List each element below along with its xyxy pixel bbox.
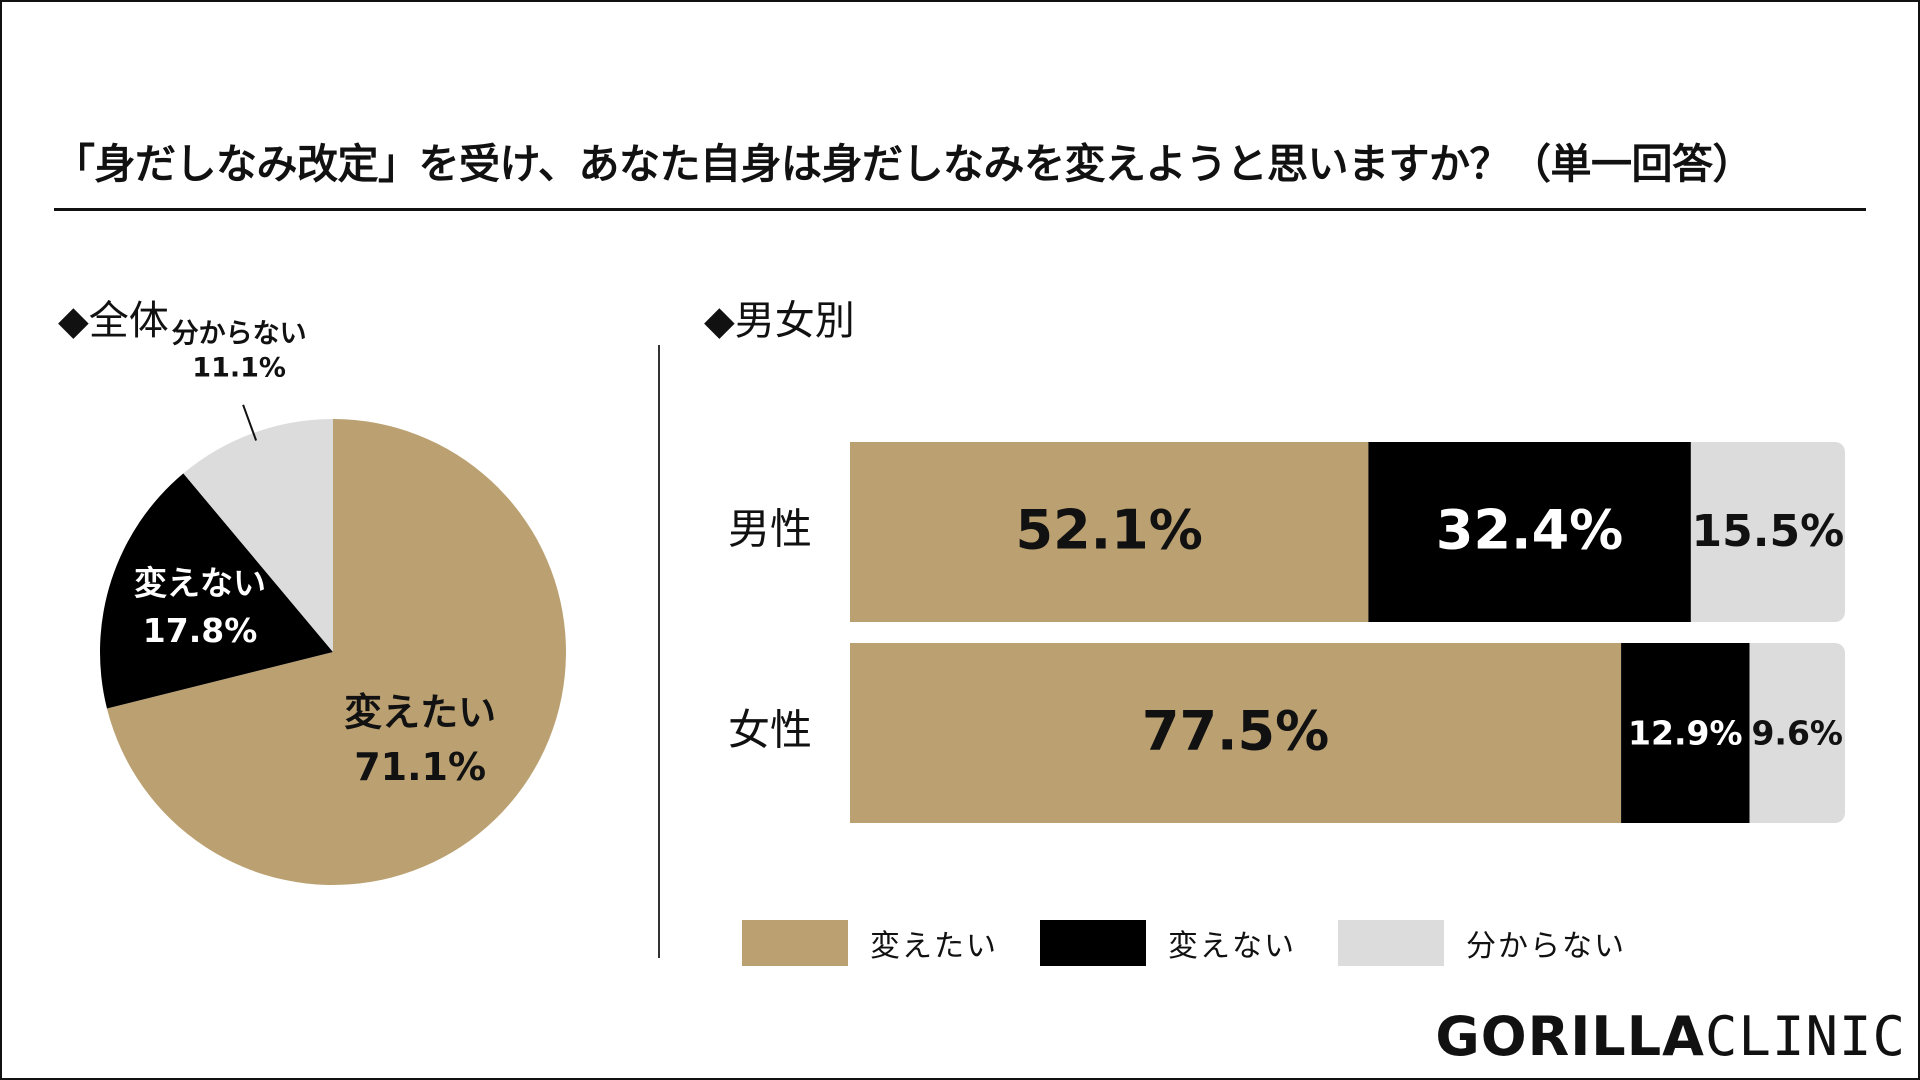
bar-value-label-1-2: 9.6%: [1751, 714, 1843, 753]
pie-slice-0: [106, 419, 566, 885]
section-heading-by-gender: ◆男女別: [704, 298, 855, 344]
legend-label-no-change: 変えない: [1168, 929, 1296, 964]
logo-text-clinic: CLINIC: [1704, 1005, 1906, 1068]
bar-value-label-0-1: 32.4%: [1436, 499, 1623, 562]
chart-title: 「身だしなみ改定」を受け、あなた自身は身だしなみを変えようと思いますか？（単一回…: [54, 140, 1753, 188]
bar-legend: 変えたい 変えない 分からない: [742, 920, 1668, 966]
section-heading-overall: ◆全体: [58, 298, 169, 344]
legend-swatch-want-change: [742, 920, 848, 966]
pie-label-2-value: 11.1%: [192, 352, 286, 383]
pie-leader-line: [242, 404, 258, 441]
bar-value-label-0-0: 52.1%: [1016, 499, 1203, 562]
title-rule: [54, 208, 1866, 211]
section-divider: [658, 345, 660, 958]
bar-category-label-0: 男性: [728, 505, 812, 554]
pie-label-1-value: 17.8%: [143, 611, 258, 650]
bar-value-label-0-2: 15.5%: [1692, 506, 1845, 557]
legend-swatch-unknown: [1338, 920, 1444, 966]
pie-label-1-name: 変えない: [134, 564, 266, 603]
pie-label-0-name: 変えたい: [344, 690, 496, 734]
legend-label-want-change: 変えたい: [870, 929, 998, 964]
pie-slice-1: [100, 473, 333, 709]
bar-value-label-1-0: 77.5%: [1142, 700, 1329, 763]
bar-segment-0-0: [850, 442, 1369, 622]
pie-label-2-name: 分からない: [172, 318, 307, 349]
bar-category-label-1: 女性: [728, 706, 812, 755]
pie-label-0-value: 71.1%: [354, 745, 486, 789]
legend-item-no-change: 変えない: [1040, 920, 1296, 966]
logo-text-gorilla: GORILLA: [1435, 1005, 1705, 1068]
legend-swatch-no-change: [1040, 920, 1146, 966]
legend-item-unknown: 分からない: [1338, 920, 1626, 966]
bar-segment-1-0: [850, 643, 1622, 823]
legend-label-unknown: 分からない: [1466, 929, 1626, 964]
bar-segment-1-1: [1621, 643, 1750, 823]
bar-value-label-1-1: 12.9%: [1628, 714, 1743, 753]
bar-segment-0-1: [1368, 442, 1691, 622]
pie-slice-2: [183, 419, 333, 652]
legend-item-want-change: 変えたい: [742, 920, 998, 966]
gorilla-clinic-logo: GORILLACLINIC: [1435, 1005, 1906, 1068]
